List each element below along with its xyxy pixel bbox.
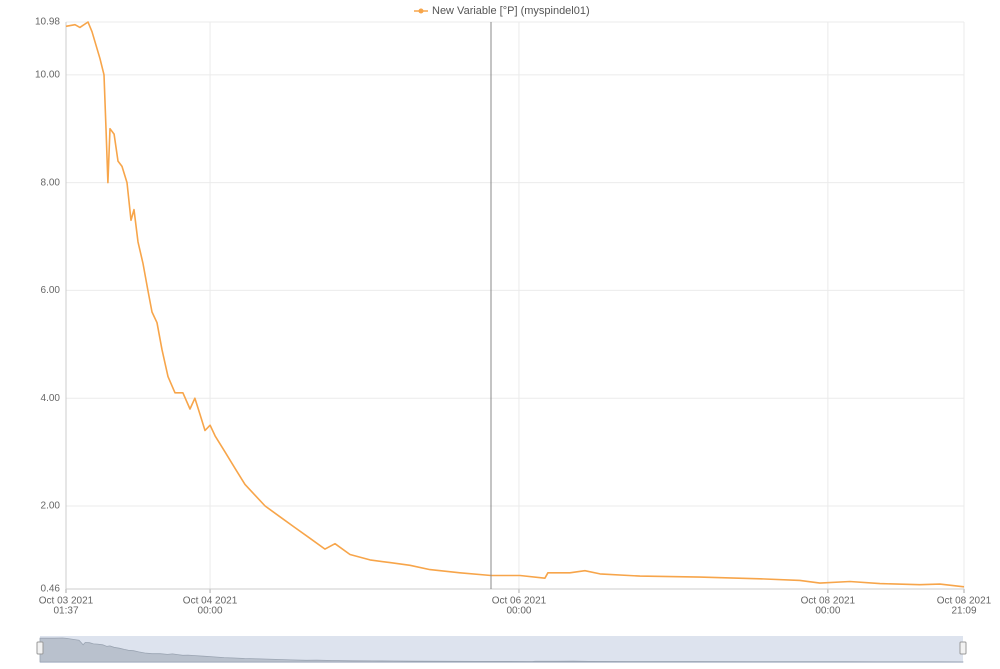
x-tick-label: 01:37: [53, 606, 78, 617]
navigator-handle[interactable]: [36, 641, 44, 655]
x-tick-label: 21:09: [951, 606, 976, 617]
y-tick-label: 8.00: [41, 177, 61, 188]
navigator-handle[interactable]: [959, 641, 967, 655]
x-tick-label: Oct 08 2021: [937, 596, 992, 607]
x-tick-label: Oct 04 2021: [183, 596, 238, 607]
y-tick-label: 10.98: [35, 17, 60, 28]
legend-symbol: [418, 8, 424, 14]
x-tick-label: Oct 06 2021: [492, 596, 547, 607]
y-tick-label: 4.00: [41, 393, 61, 404]
x-tick-label: 00:00: [815, 606, 840, 617]
x-tick-label: Oct 03 2021: [39, 596, 94, 607]
y-tick-label: 2.00: [41, 501, 61, 512]
data-line: [65, 21, 965, 588]
x-tick-label: Oct 08 2021: [801, 596, 856, 607]
y-tick-label: 0.46: [41, 584, 61, 595]
navigator-area: [39, 637, 964, 663]
x-tick-label: 00:00: [198, 606, 223, 617]
x-tick-label: 00:00: [506, 606, 531, 617]
y-tick-label: 6.00: [41, 285, 61, 296]
legend-label[interactable]: New Variable [°P] (myspindel01): [432, 5, 590, 17]
y-tick-label: 10.00: [35, 69, 60, 80]
